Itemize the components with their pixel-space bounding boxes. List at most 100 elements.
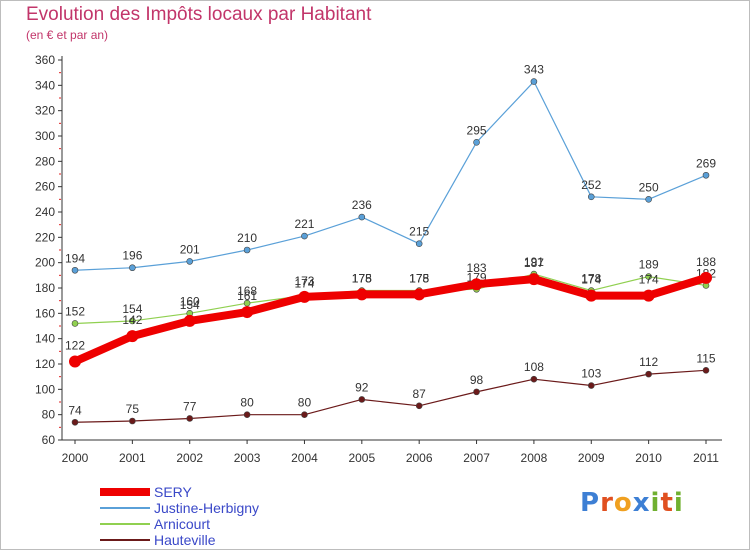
y-tick-label: 60	[42, 433, 56, 447]
x-tick-label: 2002	[176, 451, 203, 465]
data-point-justine-herbigny	[587, 193, 595, 201]
data-point-hauteville	[645, 370, 652, 378]
data-point-sery	[298, 290, 311, 303]
logo-letter: t	[660, 488, 674, 518]
legend-label: Hauteville	[154, 532, 216, 548]
data-label-hauteville: 98	[470, 373, 484, 387]
y-tick-label: 260	[35, 180, 55, 194]
data-label-justine-herbigny: 215	[409, 225, 429, 239]
data-label-sery: 187	[524, 256, 544, 270]
proxiti-logo: Proxiti	[580, 488, 684, 518]
data-point-hauteville	[358, 396, 366, 403]
data-label-sery: 175	[409, 271, 429, 285]
y-tick-label: 140	[35, 332, 55, 346]
data-point-justine-herbigny	[415, 240, 423, 247]
data-label-arnicourt: 168	[237, 284, 257, 298]
data-point-justine-herbigny	[186, 258, 194, 265]
data-label-sery: 174	[639, 273, 659, 287]
data-point-hauteville	[129, 417, 136, 425]
data-label-arnicourt: 189	[639, 258, 659, 272]
x-tick-label: 2009	[578, 451, 605, 465]
data-point-justine-herbigny	[129, 264, 136, 272]
data-label-justine-herbigny: 210	[237, 231, 257, 245]
chart-subtitle: (en € et par an)	[26, 28, 109, 42]
chart-title: Evolution des Impôts locaux par Habitant	[26, 4, 372, 25]
y-tick-label: 120	[35, 357, 55, 371]
data-point-arnicourt	[129, 317, 136, 325]
data-label-arnicourt: 191	[524, 255, 544, 269]
data-label-hauteville: 80	[240, 396, 254, 410]
legend-label: SERY	[154, 484, 192, 500]
data-point-arnicourt	[645, 273, 652, 280]
legend-swatch-justine-herbigny	[100, 507, 150, 509]
data-point-justine-herbigny	[301, 232, 308, 240]
x-tick-label: 2001	[119, 451, 146, 465]
logo-letter: P	[580, 488, 601, 518]
data-label-justine-herbigny: 194	[65, 251, 85, 265]
data-point-hauteville	[530, 375, 538, 383]
data-point-arnicourt	[71, 320, 79, 327]
x-tick-label: 2008	[521, 451, 548, 465]
data-label-sery: 154	[180, 298, 200, 312]
data-point-sery	[413, 288, 426, 301]
legend-swatch-hauteville	[100, 539, 150, 541]
logo-letter: o	[613, 488, 633, 518]
data-label-hauteville: 112	[639, 355, 658, 369]
data-label-hauteville: 74	[68, 403, 82, 417]
data-label-justine-herbigny: 236	[352, 198, 372, 212]
logo-letter: r	[600, 488, 614, 518]
data-point-sery	[527, 273, 540, 286]
x-tick-label: 2006	[406, 451, 433, 465]
data-label-arnicourt: 152	[65, 304, 85, 318]
data-label-hauteville: 75	[126, 402, 140, 416]
data-label-sery: 142	[122, 313, 142, 327]
data-point-hauteville	[301, 411, 308, 418]
x-tick-label: 2010	[635, 451, 662, 465]
y-tick-label: 360	[35, 53, 55, 67]
data-label-hauteville: 77	[183, 399, 197, 413]
data-point-sery	[241, 306, 254, 319]
data-label-hauteville: 87	[413, 387, 427, 401]
data-label-arnicourt: 178	[409, 272, 429, 286]
data-label-sery: 122	[65, 338, 85, 352]
x-tick-label: 2004	[291, 451, 318, 465]
data-point-sery	[700, 271, 712, 284]
data-label-justine-herbigny: 269	[696, 156, 716, 170]
data-label-justine-herbigny: 196	[122, 249, 142, 263]
data-point-hauteville	[186, 415, 194, 422]
data-point-justine-herbigny	[358, 213, 366, 221]
data-label-sery: 174	[581, 273, 601, 287]
x-tick-label: 2011	[693, 451, 719, 465]
data-point-hauteville	[702, 367, 710, 374]
data-label-hauteville: 115	[696, 351, 715, 365]
legend-label: Justine-Herbigny	[154, 500, 260, 516]
data-point-sery	[183, 314, 196, 327]
y-tick-label: 200	[35, 256, 55, 270]
y-tick-label: 320	[35, 104, 55, 118]
data-point-hauteville	[71, 418, 79, 426]
legend-label: Arnicourt	[154, 516, 211, 532]
data-point-sery	[355, 288, 368, 301]
data-label-sery: 175	[352, 271, 372, 285]
data-point-hauteville	[473, 388, 480, 396]
data-label-hauteville: 80	[298, 396, 312, 410]
y-tick-label: 280	[35, 154, 55, 168]
data-label-hauteville: 103	[581, 367, 601, 381]
data-point-sery	[642, 289, 655, 302]
data-point-hauteville	[415, 402, 423, 410]
data-point-hauteville	[587, 382, 595, 389]
data-point-sery	[470, 278, 483, 291]
logo-letter: i	[673, 488, 684, 518]
legend-swatch-arnicourt	[100, 523, 150, 525]
data-label-justine-herbigny: 252	[581, 178, 601, 192]
data-label-sery: 173	[294, 274, 314, 288]
data-point-sery	[69, 355, 81, 368]
data-label-sery: 183	[467, 261, 487, 275]
y-tick-label: 300	[35, 129, 55, 143]
data-label-arnicourt: 174	[294, 277, 314, 291]
y-tick-label: 180	[35, 281, 55, 295]
data-label-sery: 188	[696, 255, 716, 269]
x-tick-label: 2007	[463, 451, 490, 465]
